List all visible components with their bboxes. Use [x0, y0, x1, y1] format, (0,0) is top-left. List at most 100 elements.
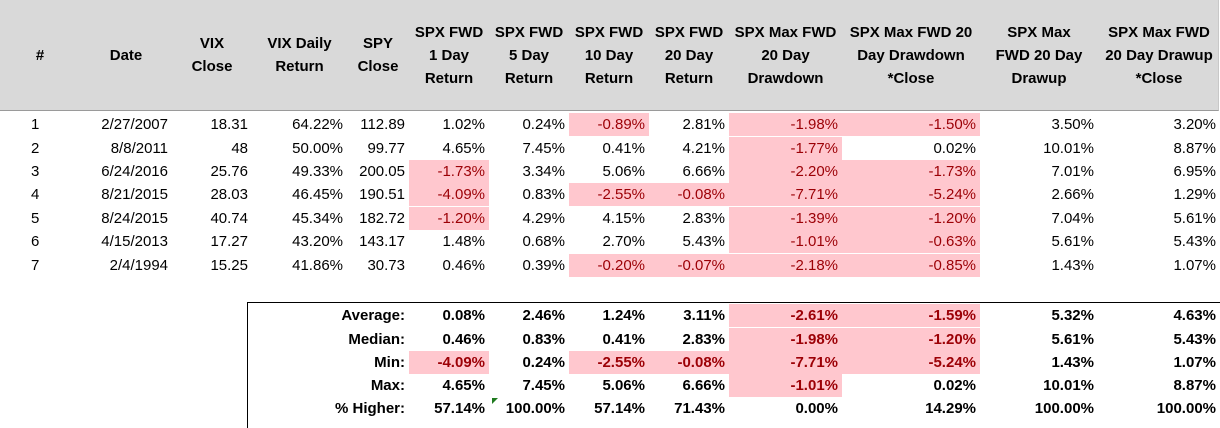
- cell-max-drawdown[interactable]: -1.77%: [729, 137, 842, 160]
- summary-max-drawup-close[interactable]: 1.07%: [1173, 354, 1216, 371]
- summary-fwd-20d[interactable]: 2.83%: [682, 331, 725, 348]
- cell-fwd-5d[interactable]: 0.39%: [522, 257, 565, 274]
- cell-max-drawup[interactable]: 7.04%: [1051, 210, 1094, 227]
- summary-fwd-1d[interactable]: 57.14%: [434, 400, 485, 417]
- cell-fwd-1d[interactable]: -1.20%: [409, 207, 489, 230]
- cell-vix-close[interactable]: 17.27: [210, 233, 248, 250]
- cell-spy-close[interactable]: 143.17: [359, 233, 405, 250]
- summary-max-drawup-close[interactable]: 100.00%: [1156, 400, 1216, 417]
- cell-max-drawdown[interactable]: -1.39%: [729, 207, 842, 230]
- cell-vix-close[interactable]: 48: [231, 140, 248, 157]
- cell-date[interactable]: 2/4/1994: [109, 257, 168, 274]
- cell-max-drawup[interactable]: 2.66%: [1051, 186, 1094, 203]
- summary-max-drawup[interactable]: 10.01%: [1043, 377, 1094, 394]
- cell-max-drawdown-close[interactable]: -1.50%: [842, 113, 980, 136]
- cell-vix-daily-return[interactable]: 45.34%: [292, 210, 343, 227]
- summary-fwd-10d[interactable]: 0.41%: [602, 331, 645, 348]
- summary-fwd-5d[interactable]: 7.45%: [522, 377, 565, 394]
- header-fwd-1d[interactable]: SPX FWD 1 Day Return: [414, 23, 484, 87]
- cell-index[interactable]: 2: [31, 140, 40, 157]
- summary-fwd-10d[interactable]: 1.24%: [602, 307, 645, 324]
- summary-max-drawdown-close[interactable]: -1.59%: [842, 304, 980, 327]
- cell-max-drawdown[interactable]: -2.18%: [729, 254, 842, 277]
- cell-max-drawup-close[interactable]: 1.29%: [1173, 186, 1216, 203]
- cell-index[interactable]: 7: [31, 257, 40, 274]
- summary-label[interactable]: Average:: [341, 307, 405, 324]
- cell-fwd-5d[interactable]: 0.24%: [522, 116, 565, 133]
- summary-fwd-20d[interactable]: 71.43%: [674, 400, 725, 417]
- summary-fwd-20d[interactable]: -0.08%: [649, 351, 729, 374]
- cell-fwd-20d[interactable]: -0.07%: [649, 254, 729, 277]
- cell-fwd-20d[interactable]: 4.21%: [682, 140, 725, 157]
- header-fwd-20d[interactable]: SPX FWD 20 Day Return: [654, 23, 724, 87]
- cell-vix-daily-return[interactable]: 50.00%: [292, 140, 343, 157]
- cell-date[interactable]: 4/15/2013: [101, 233, 168, 250]
- cell-vix-daily-return[interactable]: 41.86%: [292, 257, 343, 274]
- header-date[interactable]: Date: [109, 46, 143, 64]
- header-max-drawup-close[interactable]: SPX Max FWD 20 Day Drawup *Close: [1105, 23, 1213, 87]
- cell-max-drawup[interactable]: 7.01%: [1051, 163, 1094, 180]
- cell-vix-daily-return[interactable]: 46.45%: [292, 186, 343, 203]
- cell-fwd-20d[interactable]: 2.81%: [682, 116, 725, 133]
- cell-fwd-1d[interactable]: -4.09%: [409, 183, 489, 206]
- cell-max-drawup[interactable]: 1.43%: [1051, 257, 1094, 274]
- cell-fwd-10d[interactable]: -0.20%: [569, 254, 649, 277]
- cell-date[interactable]: 8/24/2015: [101, 210, 168, 227]
- header-fwd-10d[interactable]: SPX FWD 10 Day Return: [574, 23, 644, 87]
- cell-max-drawup-close[interactable]: 3.20%: [1173, 116, 1216, 133]
- cell-vix-daily-return[interactable]: 49.33%: [292, 163, 343, 180]
- summary-label[interactable]: Max:: [370, 377, 405, 394]
- cell-date[interactable]: 8/21/2015: [101, 186, 168, 203]
- header-max-drawup[interactable]: SPX Max FWD 20 Day Drawup: [995, 23, 1083, 87]
- summary-fwd-1d[interactable]: 4.65%: [442, 377, 485, 394]
- summary-label[interactable]: % Higher:: [334, 400, 405, 417]
- summary-max-drawup-close[interactable]: 5.43%: [1173, 331, 1216, 348]
- summary-fwd-5d[interactable]: 2.46%: [522, 307, 565, 324]
- summary-fwd-1d[interactable]: 0.08%: [442, 307, 485, 324]
- cell-spy-close[interactable]: 30.73: [367, 257, 405, 274]
- cell-fwd-10d[interactable]: 0.41%: [602, 140, 645, 157]
- cell-fwd-1d[interactable]: 4.65%: [442, 140, 485, 157]
- cell-vix-close[interactable]: 25.76: [210, 163, 248, 180]
- cell-max-drawup-close[interactable]: 5.43%: [1173, 233, 1216, 250]
- summary-fwd-5d[interactable]: 0.24%: [522, 354, 565, 371]
- cell-max-drawdown-close[interactable]: -1.20%: [842, 207, 980, 230]
- summary-max-drawup[interactable]: 1.43%: [1051, 354, 1094, 371]
- summary-max-drawdown-close[interactable]: -5.24%: [842, 351, 980, 374]
- cell-vix-close[interactable]: 18.31: [210, 116, 248, 133]
- cell-fwd-20d[interactable]: 5.43%: [682, 233, 725, 250]
- cell-spy-close[interactable]: 99.77: [367, 140, 405, 157]
- summary-max-drawdown[interactable]: -2.61%: [729, 304, 842, 327]
- cell-max-drawdown[interactable]: -1.01%: [729, 230, 842, 253]
- cell-fwd-10d[interactable]: 4.15%: [602, 210, 645, 227]
- summary-label[interactable]: Median:: [348, 331, 405, 348]
- header-spy-close[interactable]: SPY Close: [357, 35, 399, 75]
- summary-fwd-20d[interactable]: 3.11%: [683, 307, 725, 324]
- cell-max-drawdown-close[interactable]: 0.02%: [933, 140, 976, 157]
- header-fwd-5d[interactable]: SPX FWD 5 Day Return: [494, 23, 564, 87]
- cell-fwd-10d[interactable]: -2.55%: [569, 183, 649, 206]
- cell-fwd-5d[interactable]: 3.34%: [522, 163, 565, 180]
- cell-fwd-5d[interactable]: 0.83%: [522, 186, 565, 203]
- header-vix-daily-return[interactable]: VIX Daily Return: [267, 35, 332, 75]
- cell-max-drawdown-close[interactable]: -5.24%: [842, 183, 980, 206]
- summary-fwd-1d[interactable]: 0.46%: [442, 331, 485, 348]
- summary-fwd-1d[interactable]: -4.09%: [409, 351, 489, 374]
- summary-max-drawdown[interactable]: -1.01%: [729, 374, 842, 397]
- summary-max-drawup[interactable]: 5.32%: [1051, 307, 1094, 324]
- cell-max-drawdown[interactable]: -2.20%: [729, 160, 842, 183]
- cell-index[interactable]: 3: [31, 163, 40, 180]
- cell-vix-close[interactable]: 40.74: [210, 210, 248, 227]
- cell-max-drawdown-close[interactable]: -0.85%: [842, 254, 980, 277]
- cell-max-drawup-close[interactable]: 6.95%: [1173, 163, 1216, 180]
- cell-date[interactable]: 2/27/2007: [101, 116, 168, 133]
- summary-fwd-10d[interactable]: -2.55%: [569, 351, 649, 374]
- summary-fwd-5d[interactable]: 100.00%: [505, 400, 565, 417]
- cell-index[interactable]: 1: [31, 116, 40, 133]
- header-max-drawdown-close[interactable]: SPX Max FWD 20 Day Drawdown *Close: [849, 23, 973, 87]
- summary-max-drawdown[interactable]: -7.71%: [729, 351, 842, 374]
- summary-max-drawup[interactable]: 5.61%: [1051, 331, 1094, 348]
- cell-fwd-1d[interactable]: 1.48%: [442, 233, 485, 250]
- cell-vix-daily-return[interactable]: 43.20%: [292, 233, 343, 250]
- cell-vix-close[interactable]: 15.25: [210, 257, 248, 274]
